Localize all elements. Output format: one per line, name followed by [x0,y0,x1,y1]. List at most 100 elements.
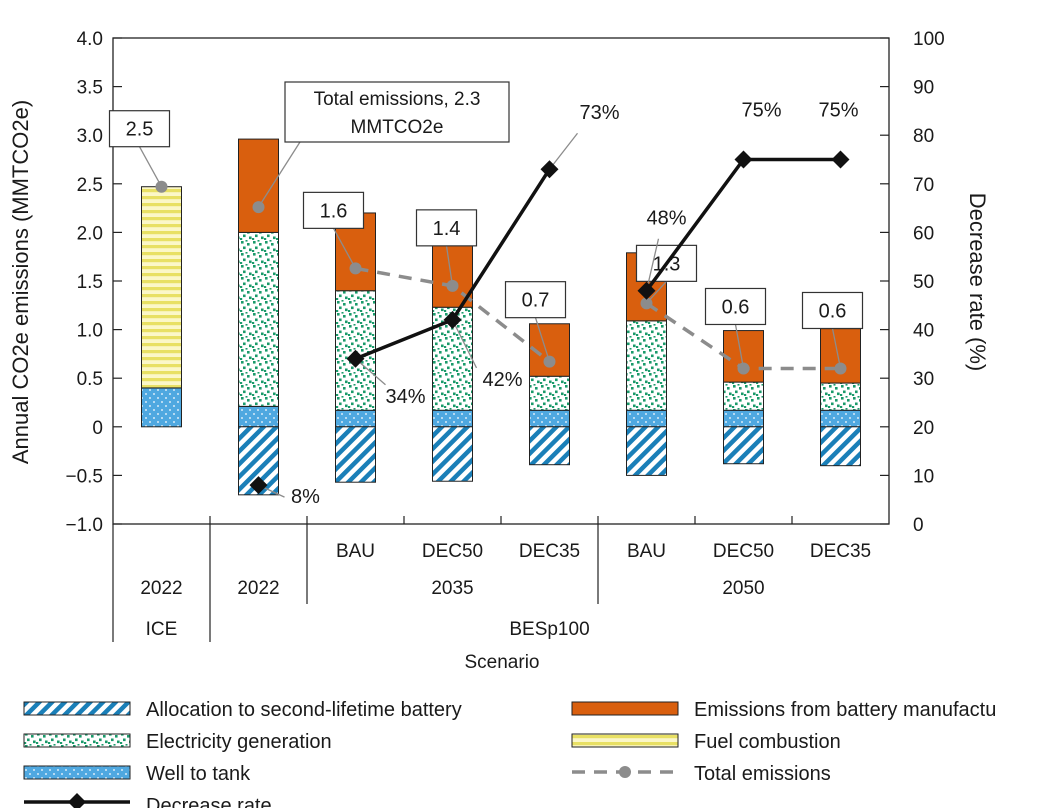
total-emissions-point [543,355,556,368]
y-tick-label: 0 [92,418,103,439]
decrease-rate-layer: 8% 34% 42% 73% 48% 75% 75% [249,100,859,508]
bar-segment [238,405,279,428]
year-label: 2022 [140,578,182,599]
bar-segment [432,409,473,428]
callout-line1: Total emissions, 2.3 [314,89,481,110]
year-label: 2035 [431,578,473,599]
legend-label: Fuel combustion [694,731,841,753]
legend-swatch [23,765,131,780]
y-axis-title: Annual CO2e emissions (MMTCO2e) [8,100,33,464]
y-tick-label: 0.5 [77,369,103,390]
bar-segment [626,320,667,411]
bars-layer [141,138,861,496]
total-value-box [504,281,567,319]
bar-segment [141,186,182,389]
bar-segment [529,426,570,466]
bar-segment [335,426,376,483]
rate-label-leader [355,358,386,386]
y2-tick-label: 20 [913,418,934,439]
decrease-rate-point [249,476,268,495]
total-value-label: 1.4 [433,218,461,240]
decrease-rate-point [637,281,656,300]
group-label: BESp100 [509,619,589,640]
decrease-rate-point [540,160,559,179]
total-emissions-point [640,297,653,310]
total-value-label: 0.6 [819,300,847,322]
decrease-rate-label: 8% [291,486,320,508]
group-label: ICE [146,619,178,640]
bar-segment [626,426,667,476]
total-callout-leader [138,146,163,188]
total-callout-leader [831,328,842,369]
decrease-rate-label: 42% [482,369,522,391]
legend-label: Emissions from battery manufactu [694,699,996,721]
bar-segment [723,426,764,465]
legend-swatch-marker [68,793,86,808]
y2-tick-label: 80 [913,126,934,147]
y2-tick-label: 70 [913,175,934,196]
callout-line2: MMTCO2e [351,117,444,138]
x-axis-table: BAU DEC50 DEC35 BAU DEC50 DEC35 2022 2022 2035 20… [112,524,871,642]
total-value-label: 0.7 [522,290,550,312]
total-callout-leader [332,228,357,269]
y2-tick-label: 60 [913,223,934,244]
y2-tick-label: 10 [913,466,934,487]
scenario-label: BAU [336,541,375,562]
total-emissions-callout: Total emissions, 2.3 MMTCO2e [284,81,510,143]
legend-label: Decrease rate [146,795,272,808]
bar-segment [626,409,667,428]
legend-label: Well to tank [146,763,251,785]
decrease-rate-point [831,150,850,169]
decrease-rate-label: 73% [579,102,619,124]
total-callout-leader [257,141,301,208]
decrease-rate-point [346,349,365,368]
bar-segment [820,328,861,384]
total-value-box [801,291,864,330]
y-tick-label: −1.0 [65,515,103,536]
bar-segment [335,409,376,428]
total-value-label: 2.5 [126,119,154,141]
total-value-box [704,287,767,326]
bar-segment [820,426,861,467]
bar-segment [723,381,764,411]
decrease-rate-label: 48% [646,208,686,230]
y-tick-label: −0.5 [65,466,103,487]
y-tick-label: 2.0 [77,223,103,244]
scenario-label: DEC50 [422,541,483,562]
total-emissions-point [834,362,847,375]
total-emissions-point [737,362,750,375]
legend: Allocation to second-lifetime battery Emi… [23,699,996,808]
decrease-rate-point [734,150,753,169]
total-callout-leader [534,317,551,362]
bar-segment [529,375,570,411]
y2-tick-label: 30 [913,369,934,390]
decrease-rate-label: 75% [818,100,858,122]
legend-label: Total emissions [694,763,831,785]
total-emissions-point [349,262,362,275]
bar-segment [529,409,570,428]
legend-label: Electricity generation [146,731,332,753]
bar-segment [820,409,861,428]
y-tick-label: 3.0 [77,126,103,147]
y2-axis-title: Decrease rate (%) [965,193,990,372]
x-axis-title: Scenario [465,652,540,673]
legend-swatch [23,733,131,748]
bar-segment [238,231,279,407]
y-tick-label: 4.0 [77,29,103,50]
total-value-label: 1.6 [320,200,348,222]
rate-label-leader [451,319,478,369]
decrease-rate-point [443,310,462,329]
bar-segment [141,387,182,428]
y2-tick-label: 100 [913,29,945,50]
legend-label: Allocation to second-lifetime battery [146,699,462,721]
total-emissions-layer: 2.51.61.40.71.30.6 0.6 [108,110,864,375]
y2-tick-label: 50 [913,272,934,293]
legend-swatch-marker [619,766,631,778]
bar-segment [820,382,861,411]
total-emissions-point [155,180,168,193]
plot-area: 4.03.53.02.52.01.51.00.50−0.5−1.01009080… [65,29,944,536]
total-emissions-point [446,279,459,292]
rate-label-leader [548,132,579,170]
total-value-label: 0.6 [722,296,750,318]
